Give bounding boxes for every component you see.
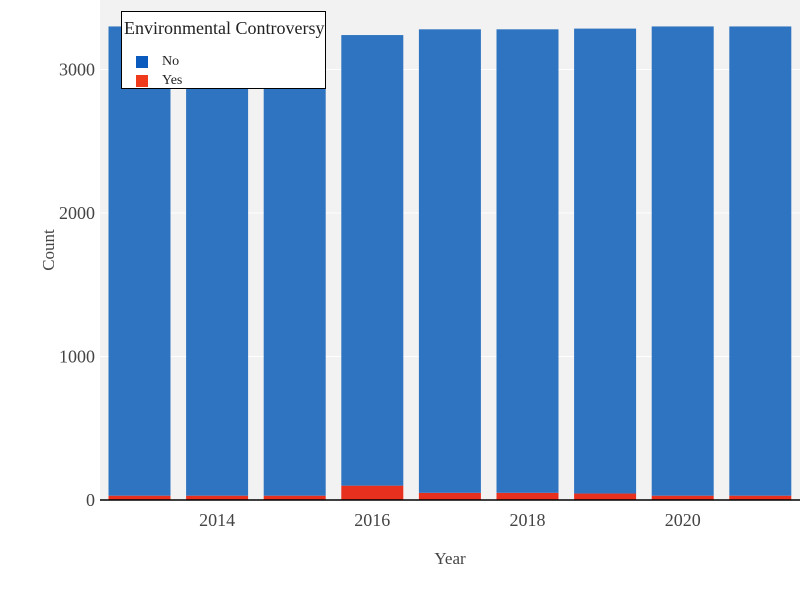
legend-swatch-no <box>136 56 148 68</box>
bar-no-2013[interactable] <box>108 26 171 496</box>
bar-no-2020[interactable] <box>651 26 714 496</box>
bar-no-2018[interactable] <box>496 29 559 493</box>
bar-no-2017[interactable] <box>418 29 481 493</box>
bar-yes-2015[interactable] <box>263 495 326 500</box>
bar-yes-2021[interactable] <box>729 495 792 500</box>
legend-item-no[interactable]: No <box>136 54 179 70</box>
legend-title: Environmental Controversy <box>124 18 325 38</box>
legend-label-no: No <box>162 54 180 69</box>
y-tick-2000: 2000 <box>59 203 95 223</box>
legend-item-yes[interactable]: Yes <box>136 73 182 89</box>
x-tick-2018: 2018 <box>510 510 546 530</box>
y-axis-title: Count <box>39 229 58 271</box>
y-tick-0: 0 <box>86 490 95 510</box>
bar-yes-2013[interactable] <box>108 495 171 500</box>
bar-yes-2019[interactable] <box>574 493 637 500</box>
legend-swatch-yes <box>136 75 148 87</box>
bar-no-2021[interactable] <box>729 26 792 496</box>
bars <box>108 26 792 500</box>
x-tick-labels: 2014 2016 2018 2020 <box>199 510 701 530</box>
y-tick-3000: 3000 <box>59 60 95 80</box>
bar-yes-2020[interactable] <box>651 495 714 500</box>
bar-yes-2017[interactable] <box>418 492 481 500</box>
bar-yes-2018[interactable] <box>496 492 559 500</box>
bar-no-2019[interactable] <box>574 28 637 494</box>
x-tick-2016: 2016 <box>354 510 390 530</box>
bar-no-2014[interactable] <box>186 26 249 496</box>
x-tick-2014: 2014 <box>199 510 235 530</box>
bar-no-2016[interactable] <box>341 35 404 486</box>
bar-yes-2016[interactable] <box>341 485 404 500</box>
y-tick-labels: 0 1000 2000 3000 <box>59 60 95 511</box>
y-tick-1000: 1000 <box>59 347 95 367</box>
legend-label-yes: Yes <box>162 73 183 88</box>
legend: Environmental Controversy No Yes <box>121 11 326 89</box>
bar-no-2015[interactable] <box>263 26 326 496</box>
x-axis-title: Year <box>434 549 466 568</box>
bar-yes-2014[interactable] <box>186 495 249 500</box>
x-tick-2020: 2020 <box>665 510 701 530</box>
